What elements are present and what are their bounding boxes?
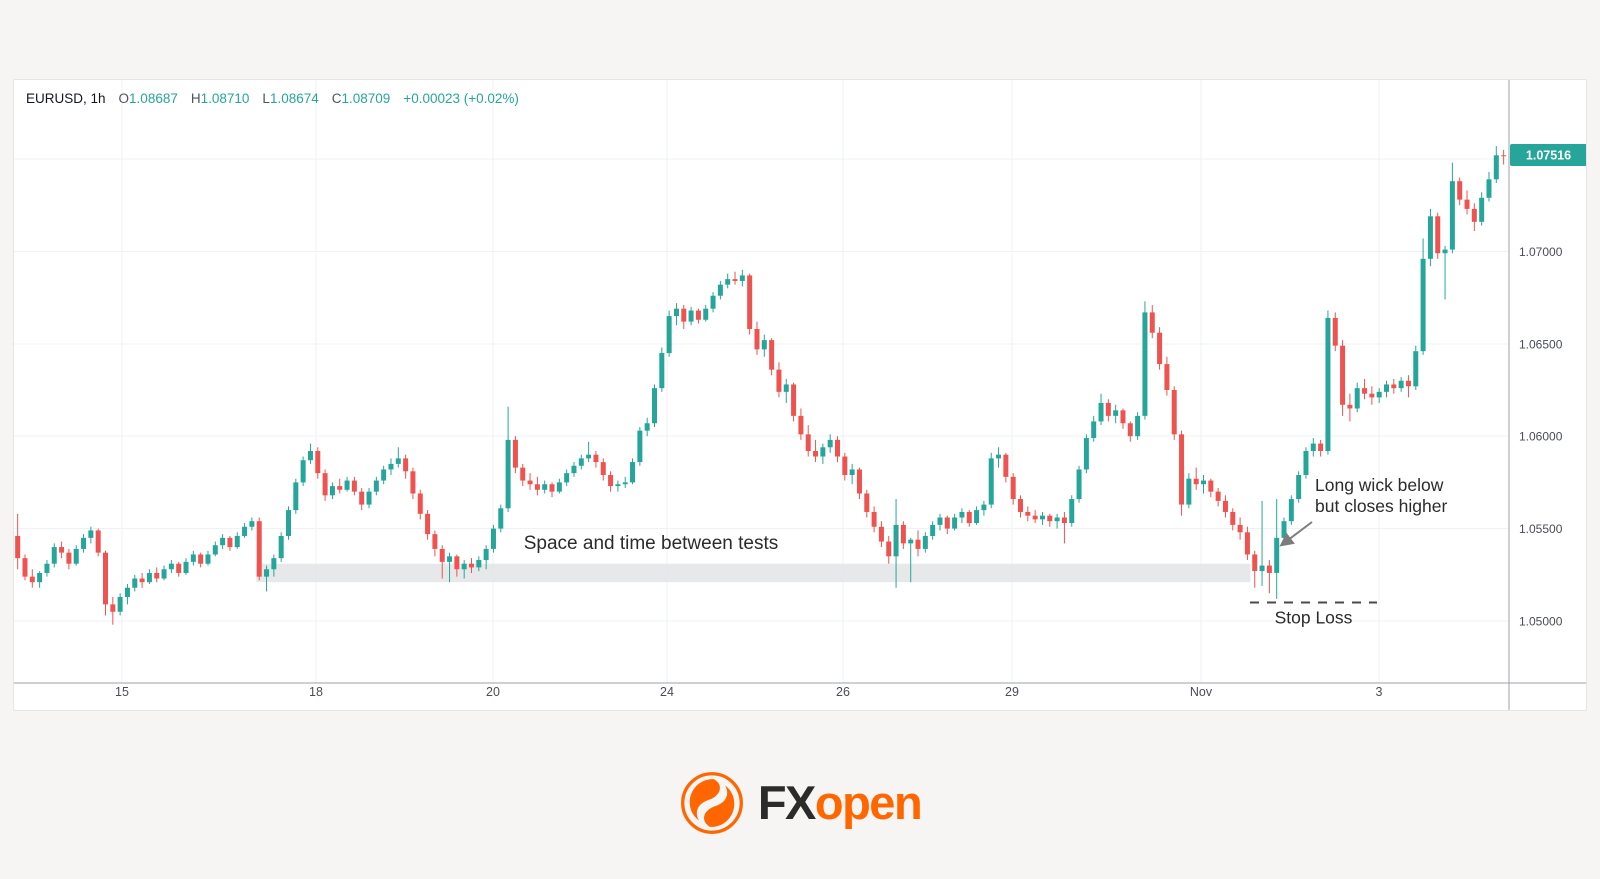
svg-text:1.07516: 1.07516	[1526, 149, 1571, 163]
price-axis-label: 1.06000	[1519, 430, 1563, 444]
price-axis-label: 1.07000	[1519, 245, 1563, 259]
time-axis-label: 3	[1376, 685, 1383, 699]
price-axis-label: 1.05500	[1519, 522, 1563, 536]
ohlc-open: O1.08687	[118, 91, 178, 106]
chart-header: EURUSD, 1h O1.08687 H1.08710 L1.08674 C1…	[26, 91, 519, 106]
time-axis-label: 24	[660, 685, 674, 699]
grid-layer	[14, 80, 1509, 683]
annotation-arrow	[1279, 521, 1313, 547]
svg-text:Long wick below: Long wick below	[1315, 475, 1444, 495]
time-axis[interactable]: 15 18 20 24 26 29 Nov 3	[115, 685, 1382, 699]
candles-layer	[15, 146, 1507, 625]
stop-loss-label: Stop Loss	[1275, 608, 1353, 628]
last-price-badge: 1.07516	[1510, 144, 1586, 166]
fxopen-emblem-icon	[679, 770, 745, 836]
fxopen-logo: FXopen	[0, 770, 1600, 836]
axis-lines	[14, 80, 1586, 710]
symbol-title[interactable]: EURUSD, 1h	[26, 91, 106, 106]
ohlc-close: C1.08709	[331, 91, 391, 106]
time-axis-label: 29	[1005, 685, 1019, 699]
ohlc-low: L1.08674	[262, 91, 319, 106]
time-axis-label: 26	[836, 685, 850, 699]
time-axis-label: Nov	[1190, 685, 1213, 699]
price-chart[interactable]: 15 18 20 24 26 29 Nov 31.070001.065001.060001.0…	[14, 80, 1586, 710]
price-change: +0.00023 (+0.02%)	[403, 91, 519, 106]
chart-card: EURUSD, 1h O1.08687 H1.08710 L1.08674 C1…	[13, 79, 1587, 711]
price-axis-label: 1.06500	[1519, 337, 1563, 351]
brand-text: FXopen	[757, 770, 923, 836]
price-axis[interactable]: 1.07000 1.06500 1.06000 1.05500 1.05000	[1519, 245, 1563, 629]
price-axis-label: 1.05000	[1519, 615, 1563, 629]
time-axis-label: 20	[486, 685, 500, 699]
zone-annotation-label: Space and time between tests	[524, 533, 779, 554]
ohlc-high: H1.08710	[190, 91, 250, 106]
svg-text:but closes higher: but closes higher	[1315, 496, 1447, 516]
brand-text-fx: FX	[757, 776, 817, 829]
time-axis-label: 18	[309, 685, 323, 699]
support-zone	[256, 563, 1251, 583]
time-axis-label: 15	[115, 685, 129, 699]
stop-loss-annotation: Stop Loss	[1250, 601, 1377, 628]
brand-text-open: open	[814, 776, 923, 829]
